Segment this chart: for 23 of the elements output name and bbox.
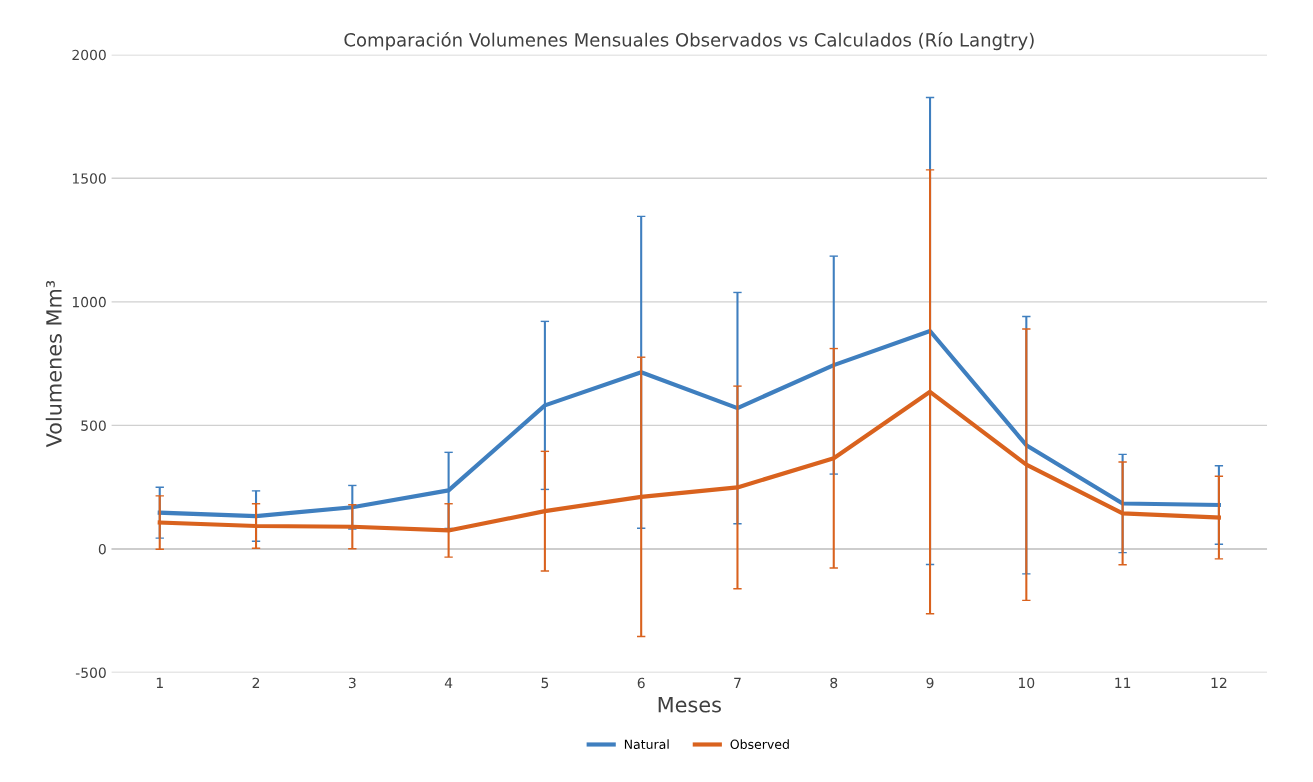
x-tick-label: 1 [156, 677, 163, 688]
x-tick-label: 6 [637, 677, 645, 689]
x-tick-label: 3 [348, 677, 356, 689]
x-tick-label: 8 [830, 677, 838, 689]
y-tick-label: 1000 [72, 296, 106, 308]
x-tick-label: 4 [444, 677, 453, 688]
legend-label: Natural [624, 739, 669, 750]
y-tick-label: -500 [75, 667, 106, 678]
y-tick-label: 2000 [72, 49, 106, 61]
x-tick-label: 5 [541, 677, 549, 689]
y-tick-label: 500 [81, 420, 106, 431]
x-axis-title: Meses [658, 697, 721, 713]
y-axis-title: Volumenes Mm³ [45, 280, 62, 448]
x-tick-label: 7 [734, 677, 741, 688]
x-tick-label: 10 [1019, 677, 1035, 689]
x-tick-label: 2 [252, 677, 260, 688]
x-tick-label: 12 [1211, 677, 1227, 688]
legend-label: Observed [730, 739, 789, 750]
x-tick-label: 11 [1115, 677, 1131, 688]
chart-title: Comparación Volumenes Mensuales Observados vs Calculados (Río Langtry) [344, 31, 1034, 51]
x-tick-label: 9 [926, 677, 934, 689]
y-tick-label: 1500 [72, 173, 106, 184]
y-tick-label: 0 [98, 543, 106, 555]
